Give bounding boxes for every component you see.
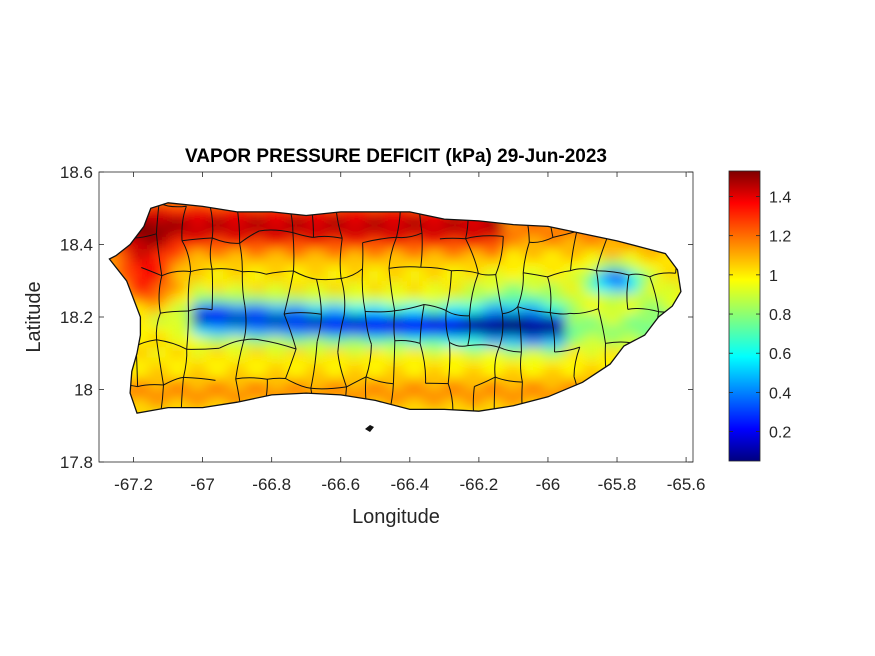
y-axis-label: Latitude — [23, 281, 45, 352]
colorbar-tick-label: 1 — [769, 268, 778, 285]
y-axis: 17.8 18 18.2 18.4 18.6 — [60, 163, 693, 472]
x-tick-label: -66.8 — [252, 475, 291, 494]
x-tick-label: -66.6 — [321, 475, 360, 494]
colorbar-tick-label: 0.8 — [769, 307, 791, 324]
colorbar-tick-label: 0.2 — [769, 425, 791, 442]
colorbar-tick-label: 0.4 — [769, 385, 791, 402]
colorbar-tick-label: 0.6 — [769, 346, 791, 363]
x-tick-label: -67 — [190, 475, 215, 494]
x-tick-label: -65.6 — [667, 475, 706, 494]
coastline — [108, 202, 682, 414]
colorbar-tick-label: 1.2 — [769, 229, 791, 246]
x-tick-label: -66.4 — [390, 475, 429, 494]
y-tick-label: 18.4 — [60, 236, 93, 255]
x-axis-label: Longitude — [352, 506, 440, 528]
x-tick-label: -65.8 — [598, 475, 637, 494]
y-tick-label: 18.2 — [60, 308, 93, 327]
y-tick-label: 18.6 — [60, 163, 93, 182]
x-tick-label: -66 — [536, 475, 561, 494]
x-tick-label: -66.2 — [460, 475, 499, 494]
colorbar: 0.2 0.4 0.6 0.8 1 1.2 1.4 — [728, 170, 791, 462]
x-axis: -67.2 -67 -66.8 -66.6 -66.4 -66.2 -66 -65.8 -65.… — [114, 172, 705, 494]
x-tick-label: -67.2 — [114, 475, 153, 494]
island-vieques-small — [365, 425, 374, 432]
colorbar-gradient — [728, 170, 761, 462]
chart-title: VAPOR PRESSURE DEFICIT (kPa) 29-Jun-2023 — [185, 146, 607, 167]
colorbar-tick-label: 1.4 — [769, 189, 791, 206]
y-tick-label: 18 — [74, 381, 93, 400]
y-tick-label: 17.8 — [60, 453, 93, 472]
